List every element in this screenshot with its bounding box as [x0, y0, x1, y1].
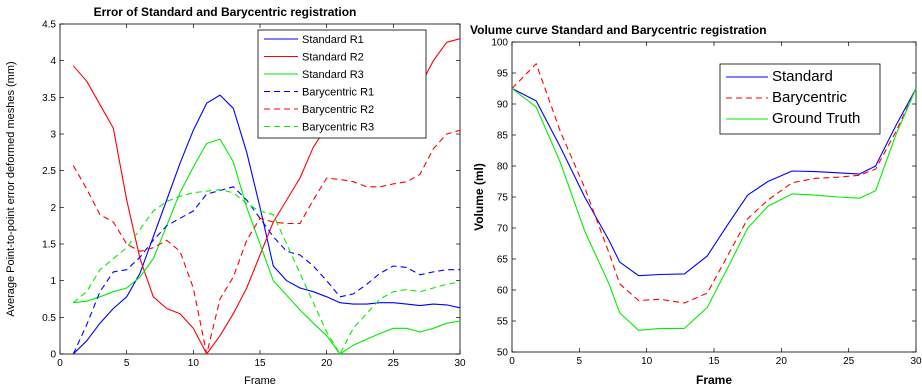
y-tick-label: 0.5: [42, 313, 56, 324]
series-line: [72, 94, 461, 355]
y-tick-label: 80: [497, 162, 509, 173]
x-axis-label: Frame: [696, 373, 732, 387]
legend-label: Standard R1: [302, 34, 364, 46]
y-axis-label: Average Point-to-point error deformed me…: [5, 61, 17, 316]
legend-label: Barycentric R3: [302, 122, 374, 134]
x-tick-label: 5: [577, 356, 583, 367]
y-tick-label: 3: [50, 130, 56, 141]
legend-label: Standard R2: [302, 52, 364, 64]
y-tick-label: 0: [50, 350, 56, 361]
legend: Standard Barycentric Ground Truth: [719, 63, 881, 135]
legend-box: [257, 29, 427, 139]
x-tick-label: 15: [254, 358, 266, 369]
x-tick-label: 10: [188, 358, 200, 369]
legend-label: Barycentric: [772, 89, 848, 106]
y-tick-label: 2: [50, 203, 56, 214]
y-tick-label: 75: [497, 193, 509, 204]
x-tick-label: 20: [776, 356, 788, 367]
error-chart: 0 5 10 15 20 25 30 0 0.5 1 1.5 2 2.5 3 3.5 4 4.5 Error of…: [5, 5, 466, 387]
legend-box: [719, 63, 881, 135]
series-line: [72, 129, 461, 355]
series-line: [73, 138, 461, 355]
legend-label: Standard: [772, 68, 833, 85]
chart-title: Error of Standard and Barycentric regist…: [94, 5, 357, 19]
x-tick-label: 0: [57, 358, 63, 369]
y-tick-label: 4: [50, 56, 56, 67]
y-tick-label: 3.5: [42, 93, 56, 104]
series-line: [511, 63, 917, 304]
y-tick-label: 2.5: [42, 166, 56, 177]
y-tick-label: 95: [497, 69, 509, 80]
chart-title: Volume curve Standard and Barycentric re…: [470, 23, 767, 37]
legend-label: Standard R3: [302, 69, 364, 81]
y-tick-label: 1: [50, 276, 56, 287]
y-tick-label: 1.5: [42, 240, 56, 251]
x-tick-label: 15: [708, 356, 720, 367]
series-line: [72, 186, 460, 355]
series-line: [72, 189, 461, 355]
x-tick-label: 20: [321, 358, 333, 369]
x-tick-label: 0: [509, 356, 515, 367]
x-tick-label: 30: [454, 358, 466, 369]
x-tick-label: 30: [910, 356, 922, 367]
series-line: [511, 88, 917, 331]
y-tick-label: 65: [497, 255, 509, 266]
y-tick-label: 70: [497, 224, 509, 235]
legend: Standard R1 Standard R2 Standard R3 Barycen…: [257, 29, 427, 139]
y-tick-label: 50: [497, 348, 509, 359]
y-tick-label: 4.5: [42, 20, 56, 31]
volume-chart: 0 5 10 15 20 25 3050556065707580859095100Volum…: [470, 23, 922, 387]
x-tick-label: 5: [124, 358, 130, 369]
x-tick-label: 25: [843, 356, 855, 367]
y-tick-label: 85: [497, 131, 509, 142]
y-axis-label: Volume (ml): [472, 163, 486, 231]
y-tick-label: 100: [491, 38, 508, 49]
series-line: [511, 88, 917, 277]
y-tick-label: 55: [497, 317, 509, 328]
y-tick-label: 60: [497, 286, 509, 297]
y-tick-label: 90: [497, 100, 509, 111]
x-tick-label: 10: [641, 356, 653, 367]
x-axis-label: Frame: [244, 375, 276, 387]
legend-label: Barycentric R1: [302, 87, 374, 99]
legend-label: Barycentric R2: [302, 104, 374, 116]
legend-label: Ground Truth: [772, 110, 860, 127]
x-tick-label: 25: [388, 358, 400, 369]
